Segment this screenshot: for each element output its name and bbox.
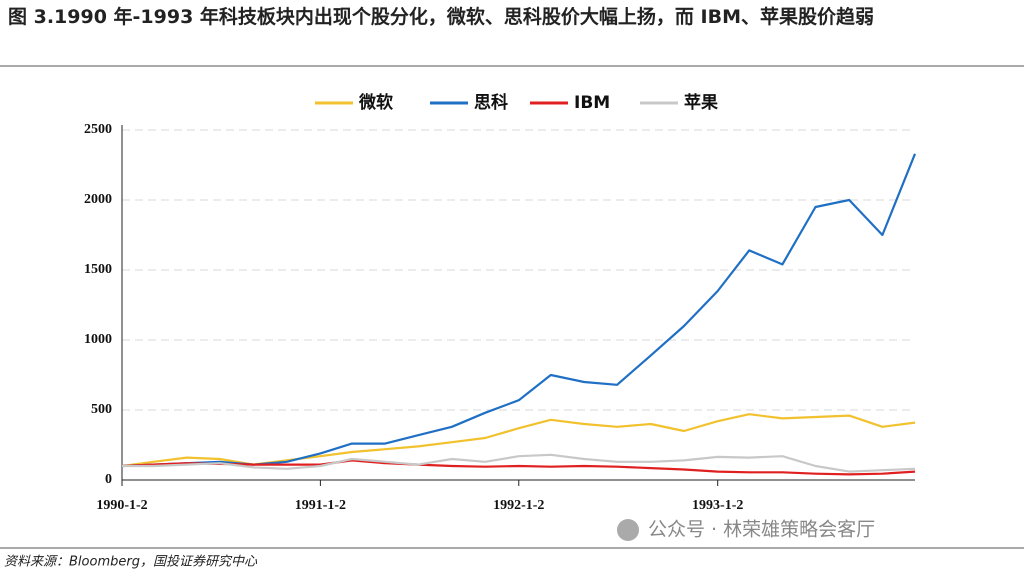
legend-label: IBM — [574, 93, 610, 113]
series-line — [121, 413, 916, 468]
source-note: 资料来源：Bloomberg，国投证券研究中心 — [4, 554, 258, 570]
y-tick-label: 2500 — [84, 122, 112, 137]
x-tick-label: 1990-1-2 — [96, 498, 147, 513]
y-tick-label: 500 — [91, 402, 112, 417]
watermark: 公众号 · 林荣雄策略会客厅 — [648, 519, 875, 541]
series-line — [121, 459, 916, 476]
series-line — [122, 453, 916, 473]
x-tick-label: 1992-1-2 — [493, 498, 544, 513]
chart-title: 图 3.1990 年-1993 年科技板块内出现个股分化，微软、思科股价大幅上扬… — [8, 6, 875, 28]
legend-label: 微软 — [358, 92, 393, 113]
x-tick-label: 1991-1-2 — [295, 498, 346, 513]
y-tick-label: 1500 — [84, 262, 112, 277]
x-tick-label: 1993-1-2 — [692, 498, 743, 513]
series-line — [121, 153, 917, 468]
watermark-icon — [617, 519, 639, 541]
y-tick-label: 1000 — [84, 332, 112, 347]
legend-label: 苹果 — [684, 92, 718, 113]
y-tick-label: 0 — [105, 472, 112, 487]
y-tick-label: 2000 — [84, 192, 112, 207]
legend-label: 思科 — [474, 92, 508, 113]
